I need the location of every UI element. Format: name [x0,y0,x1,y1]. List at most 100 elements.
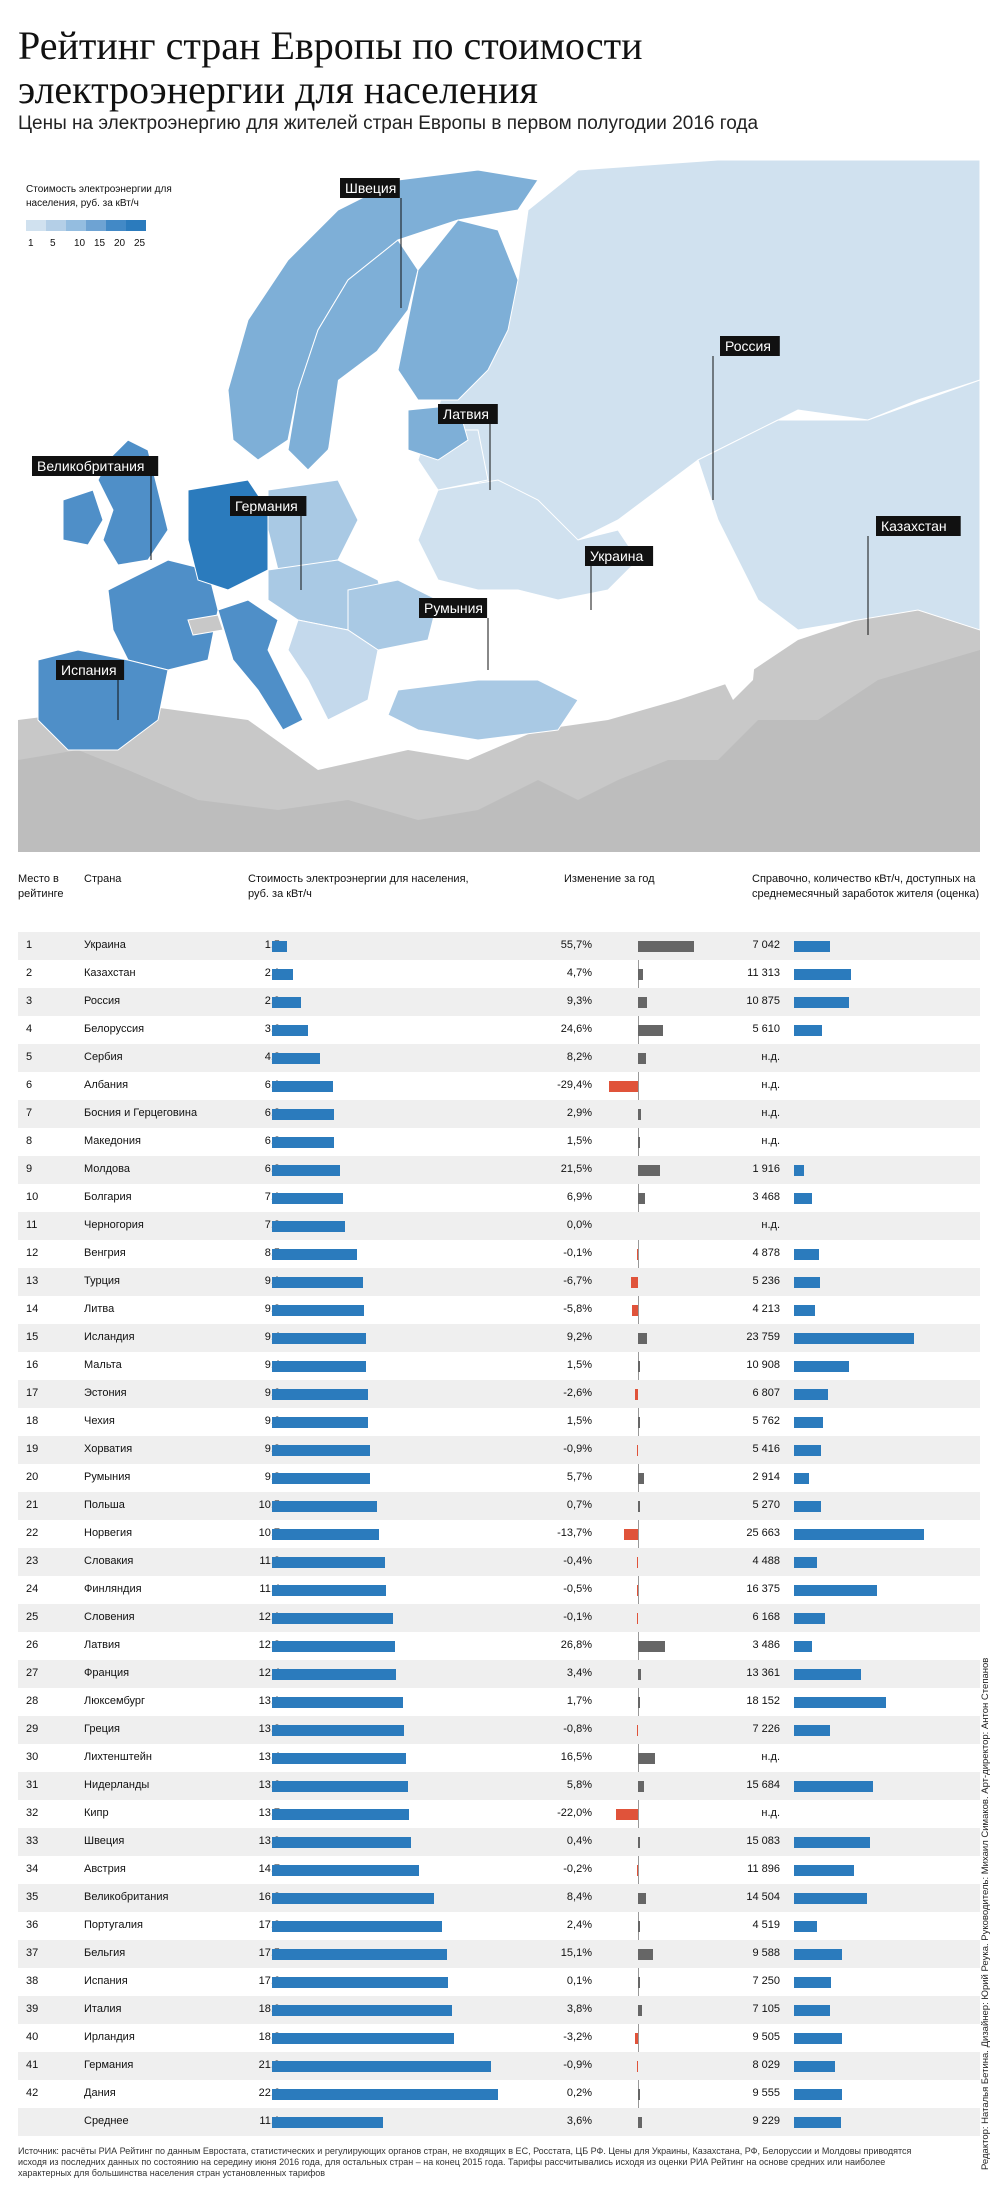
cost-bar [272,1473,370,1484]
country-cell: Македония [84,1135,141,1147]
country-cell: Босния и Герцеговина [84,1107,198,1119]
country-cell: Испания [84,1975,128,1987]
kwh-value: 7 226 [752,1723,780,1735]
table-row: 41 Германия 21,9 -0,9% 8 029 [18,2052,980,2080]
rank-cell: 40 [26,2031,39,2043]
cost-bar [272,2061,491,2072]
map-label: Германия [230,496,307,590]
kwh-value: н.д. [761,1107,780,1119]
map-kazakhstan [697,379,980,631]
country-cell: Эстония [84,1387,127,1399]
kwh-bar [794,1529,924,1540]
cost-bar [272,1249,357,1260]
rank-cell: 31 [26,1779,39,1791]
kwh-value: 2 914 [752,1471,780,1483]
change-bar [638,1669,642,1680]
country-cell: Венгрия [84,1247,126,1259]
table-row: 5Сербия4,88,2%н.д. [18,1044,980,1072]
change-bar [638,1781,644,1792]
kwh-bar [794,1389,829,1400]
change-bar [638,1641,665,1652]
change-bar [636,2061,638,2072]
change-bar [638,969,643,980]
kwh-bar [794,1025,823,1036]
country-cell: Сербия [84,1051,123,1063]
change-value: 5,7% [566,1471,592,1483]
map-balkans [287,619,379,721]
table-row: 33 Швеция 13,9 0,4% 15 083 [18,1828,980,1856]
rank-cell: 29 [26,1723,39,1735]
change-value: 16,5% [560,1751,592,1763]
kwh-bar [794,2005,830,2016]
rank-cell: 38 [26,1975,39,1987]
kwh-value: 5 610 [752,1023,780,1035]
map-label: Украина [585,546,654,610]
cost-bar [272,1221,345,1232]
kwh-bar [794,1865,855,1876]
country-cell: Белоруссия [84,1023,145,1035]
kwh-value: 5 236 [752,1275,780,1287]
map-ukraine [417,479,639,601]
change-value: 8,2% [566,1051,592,1063]
table-row: 23 Словакия 11,3 -0,4% 4 488 [18,1548,980,1576]
table-row: 37 Бельгия 17,5 15,1% 9 588 [18,1940,980,1968]
kwh-bar [794,1837,871,1848]
cost-bar [272,1501,377,1512]
kwh-bar [794,941,830,952]
kwh-bar [794,1473,809,1484]
kwh-bar [794,1193,812,1204]
rank-cell: 32 [26,1807,39,1819]
kwh-bar [794,2033,842,2044]
country-cell: Ирландия [84,2031,135,2043]
rank-cell: 24 [26,1583,39,1595]
kwh-value: 23 759 [746,1331,780,1343]
table-row: 17Эстония9,6-2,6%6 807 [18,1380,980,1408]
map-finland [397,219,519,401]
kwh-value: 6 168 [752,1611,780,1623]
map-legend-tick: 5 [50,238,56,249]
change-bar [634,2033,638,2044]
table-row: 19Хорватия9,8-0,9%5 416 [18,1436,980,1464]
change-value: 0,4% [566,1835,592,1847]
change-bar [638,941,694,952]
kwh-bar [794,1501,821,1512]
change-value: 2,4% [566,1919,592,1931]
change-bar [638,1949,654,1960]
change-value: 0,2% [566,2087,592,2099]
cost-bar [272,1921,442,1932]
country-cell: Черногория [84,1219,144,1231]
kwh-bar [794,969,852,980]
table-row: 25 Словения 12,1 -0,1% 6 168 [18,1604,980,1632]
table-row: 21 Польша 10,5 0,7% 5 270 [18,1492,980,1520]
kwh-bar [794,1305,816,1316]
cost-bar [272,1305,364,1316]
table-row: 6Албания6,1-29,4%н.д. [18,1072,980,1100]
map-label: Румыния [419,598,489,670]
country-cell: Австрия [84,1863,126,1875]
kwh-bar [794,1249,819,1260]
kwh-bar [794,1697,886,1708]
rank-cell: 8 [26,1135,33,1147]
change-value: -0,9% [563,1443,592,1455]
cost-bar [272,1193,343,1204]
kwh-bar [794,1277,821,1288]
change-bar [638,1361,640,1372]
change-bar [638,1473,644,1484]
kwh-bar [794,1949,843,1960]
kwh-value: 5 762 [752,1415,780,1427]
rank-cell: 37 [26,1947,39,1959]
country-cell: Люксембург [84,1695,146,1707]
table-row: 2Казахстан2,14,7%11 313 [18,960,980,988]
change-value: -0,1% [563,1247,592,1259]
map-label: Казахстан [867,516,961,635]
table-row: 30 Лихтенштейн 13,4 16,5% н.д. [18,1744,980,1772]
change-value: 9,3% [566,995,592,1007]
change-value: -2,6% [563,1387,592,1399]
change-value: 9,2% [566,1331,592,1343]
change-bar [636,1725,638,1736]
kwh-bar [794,1725,831,1736]
change-value: 21,5% [560,1163,592,1175]
rank-cell: 36 [26,1919,39,1931]
change-value: -0,9% [563,2059,592,2071]
